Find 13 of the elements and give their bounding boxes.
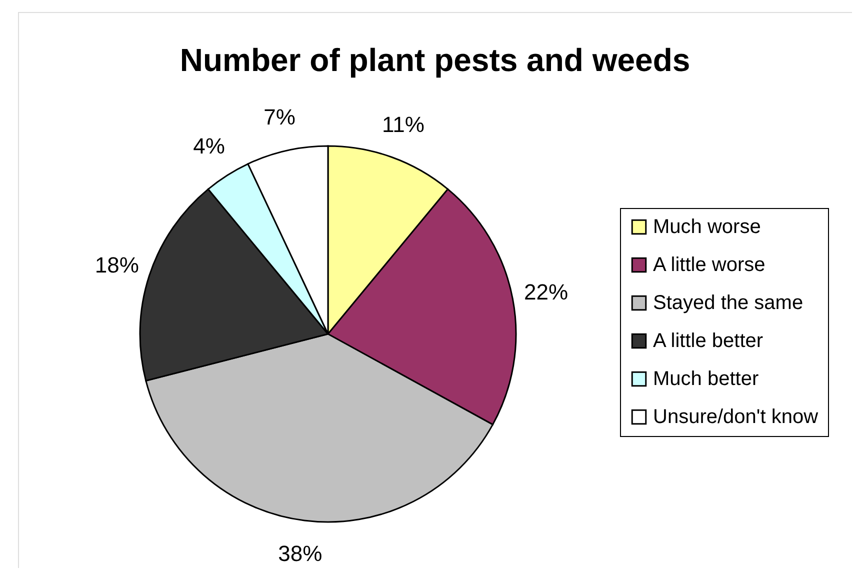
legend-label: Much better: [653, 368, 759, 390]
data-label: 7%: [264, 104, 296, 130]
legend-label: Unsure/don't know: [653, 406, 819, 428]
chart-title: Number of plant pests and weeds: [180, 42, 690, 78]
data-label: 18%: [94, 252, 139, 278]
legend-label: Much worse: [653, 216, 761, 238]
data-label: 11%: [382, 112, 424, 138]
legend-label: A little worse: [653, 254, 766, 276]
legend-label: Stayed the same: [653, 292, 804, 314]
data-label: 38%: [278, 541, 322, 566]
legend-label: A little better: [653, 330, 764, 352]
data-label: 22%: [524, 279, 568, 304]
data-label: 4%: [193, 134, 225, 159]
